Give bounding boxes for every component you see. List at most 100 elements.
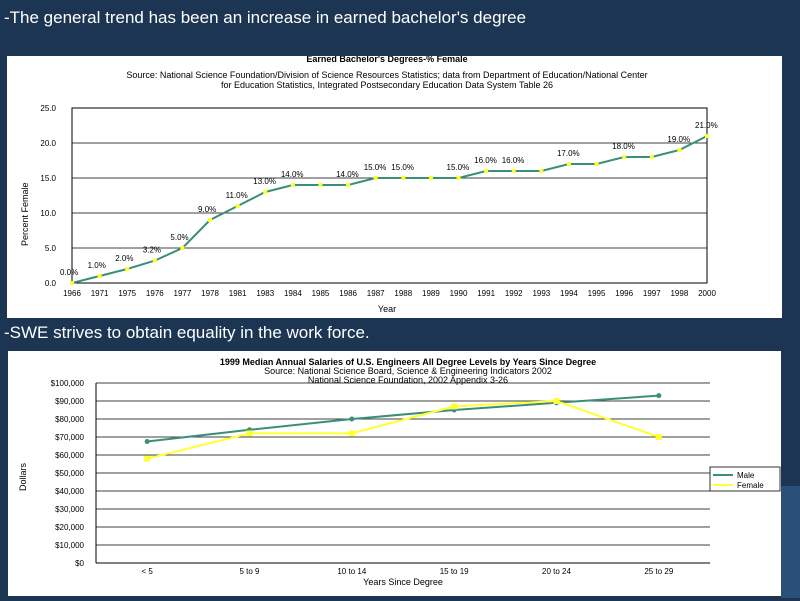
data-point-female — [655, 434, 662, 440]
data-point — [97, 274, 102, 278]
data-point — [566, 162, 571, 166]
series-line — [71, 135, 708, 284]
data-label: 14.0% — [281, 170, 304, 179]
x-tick-label: 2000 — [698, 289, 716, 298]
data-label: 3.2% — [143, 246, 161, 255]
data-point — [373, 176, 378, 180]
data-point-female — [246, 430, 253, 437]
y-tick-label: 10.0 — [40, 209, 56, 218]
x-tick-label: 1997 — [643, 289, 661, 298]
data-point-female — [553, 398, 560, 404]
y-tick-label: $100,000 — [51, 379, 85, 388]
y-tick-label: $60,000 — [55, 451, 84, 460]
x-tick-label: 1971 — [91, 289, 109, 298]
data-label: 2.0% — [115, 254, 133, 263]
x-tick-label: 1978 — [201, 289, 219, 298]
data-label: 19.0% — [667, 135, 690, 144]
y-tick-label: $10,000 — [55, 541, 84, 550]
data-label: 9.0% — [198, 205, 216, 214]
data-label: 17.0% — [557, 149, 580, 158]
caption-equality: -SWE strives to obtain equality in the w… — [4, 323, 370, 342]
data-point — [705, 134, 709, 138]
data-point — [290, 183, 295, 187]
x-tick-label: 1966 — [63, 289, 81, 298]
y-tick-label: 0.0 — [45, 279, 57, 288]
data-point — [428, 176, 433, 180]
y-axis-label: Percent Female — [20, 182, 30, 246]
x-tick-label: 1975 — [118, 289, 136, 298]
x-tick-label: 1992 — [505, 289, 523, 298]
data-point-female — [144, 455, 151, 462]
series-line-female — [146, 399, 660, 460]
plot-area — [71, 107, 708, 284]
y-tick-label: $0 — [75, 559, 84, 568]
x-tick-label: 1985 — [312, 289, 330, 298]
x-tick-label: 5 to 9 — [239, 567, 260, 576]
x-tick-label: 1984 — [284, 289, 302, 298]
data-point — [125, 267, 130, 271]
data-point — [346, 183, 351, 187]
x-tick-label: 1987 — [367, 289, 385, 298]
legend-label: Male — [737, 471, 755, 480]
data-point-male — [144, 439, 150, 444]
x-tick-label: 1998 — [670, 289, 688, 298]
data-label: 16.0% — [474, 156, 497, 165]
x-axis-label: Years Since Degree — [363, 577, 443, 587]
slide-accent-bar — [781, 486, 800, 598]
data-point — [456, 176, 461, 180]
data-point — [484, 169, 489, 173]
data-point-female — [348, 430, 355, 437]
y-tick-label: $50,000 — [55, 469, 84, 478]
data-point-male — [656, 393, 662, 399]
chart-salaries: 1999 Median Annual Salaries of U.S. Engi… — [18, 357, 781, 587]
data-label: 15.0% — [391, 163, 414, 172]
data-point — [318, 183, 323, 187]
y-tick-label: 20.0 — [40, 139, 56, 148]
y-tick-label: $20,000 — [55, 523, 84, 532]
x-tick-label: 1983 — [256, 289, 274, 298]
chart-source-line-2: for Education Statistics, Integrated Pos… — [221, 80, 553, 90]
x-tick-label: 1994 — [560, 289, 578, 298]
x-tick-label: 25 to 29 — [644, 567, 673, 576]
x-tick-label: 1991 — [477, 289, 495, 298]
data-label: 21.0% — [695, 121, 718, 130]
data-point — [208, 218, 213, 222]
y-tick-label: $70,000 — [55, 433, 84, 442]
x-tick-label: 1995 — [588, 289, 606, 298]
chart-source-line-1: Source: National Science Board, Science … — [264, 366, 552, 376]
x-tick-label: 1996 — [615, 289, 633, 298]
data-point — [70, 281, 74, 285]
y-tick-label: 25.0 — [40, 104, 56, 113]
data-point — [180, 246, 185, 250]
legend-label: Female — [737, 481, 764, 490]
data-point — [263, 190, 268, 194]
y-tick-label: $30,000 — [55, 505, 84, 514]
data-point — [649, 155, 654, 159]
chart-panel-degrees: Earned Bachelor's Degrees-% Female Sourc… — [7, 54, 782, 318]
data-label: 15.0% — [364, 163, 387, 172]
y-tick-label: $40,000 — [55, 487, 84, 496]
x-tick-label: 1977 — [174, 289, 192, 298]
y-tick-label: $90,000 — [55, 397, 84, 406]
data-label: 11.0% — [226, 191, 248, 200]
x-tick-label: 1989 — [422, 289, 440, 298]
data-point — [511, 169, 516, 173]
data-point — [594, 162, 599, 166]
data-point — [622, 155, 627, 159]
chart-source-line-2: National Science Foundation, 2002 Append… — [308, 375, 508, 385]
y-tick-label: 15.0 — [40, 174, 56, 183]
x-tick-label: < 5 — [141, 567, 153, 576]
x-tick-label: 1986 — [339, 289, 357, 298]
legend — [709, 466, 781, 492]
chart-source-line-1: Source: National Science Foundation/Divi… — [126, 70, 647, 80]
data-label: 14.0% — [336, 170, 359, 179]
data-point — [539, 169, 544, 173]
data-point — [152, 258, 157, 263]
data-point — [677, 148, 682, 152]
x-tick-label: 1981 — [229, 289, 247, 298]
data-label: 15.0% — [447, 163, 470, 172]
x-tick-label: 20 to 24 — [542, 567, 571, 576]
x-tick-label: 10 to 14 — [337, 567, 366, 576]
data-label: 0.0% — [60, 268, 78, 277]
caption-trend: -The general trend has been an increase … — [4, 8, 527, 27]
